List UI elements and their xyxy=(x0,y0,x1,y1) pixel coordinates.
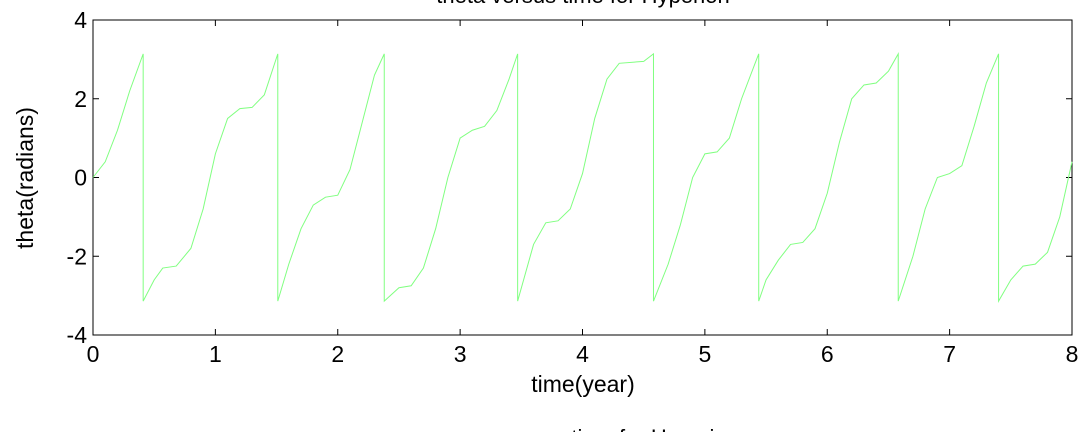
next-chart-title: omega versus time for Hyperion xyxy=(427,425,739,432)
chart-title: theta versus time for Hyperion xyxy=(436,0,729,8)
x-tick-label: 2 xyxy=(331,341,344,367)
x-tick-label: 3 xyxy=(454,341,467,367)
plot-area xyxy=(92,19,1073,336)
x-tick-label: 6 xyxy=(821,341,834,367)
x-tick-label: 8 xyxy=(1066,341,1079,367)
y-tick-label: -4 xyxy=(67,322,88,348)
y-tick-label: -2 xyxy=(67,243,87,269)
x-tick-label: 1 xyxy=(209,341,222,367)
y-axis-label: theta(radians) xyxy=(12,107,38,249)
y-tick-label: 4 xyxy=(74,7,87,33)
y-tick-label: 2 xyxy=(74,86,87,112)
x-tick-label: 7 xyxy=(943,341,956,367)
y-tick-label: 0 xyxy=(74,165,87,191)
data-line xyxy=(92,51,1073,304)
x-axis-label: time(year) xyxy=(531,371,635,397)
x-tick-label: 0 xyxy=(87,341,100,367)
x-tick-label: 5 xyxy=(698,341,711,367)
x-tick-label: 4 xyxy=(576,341,589,367)
